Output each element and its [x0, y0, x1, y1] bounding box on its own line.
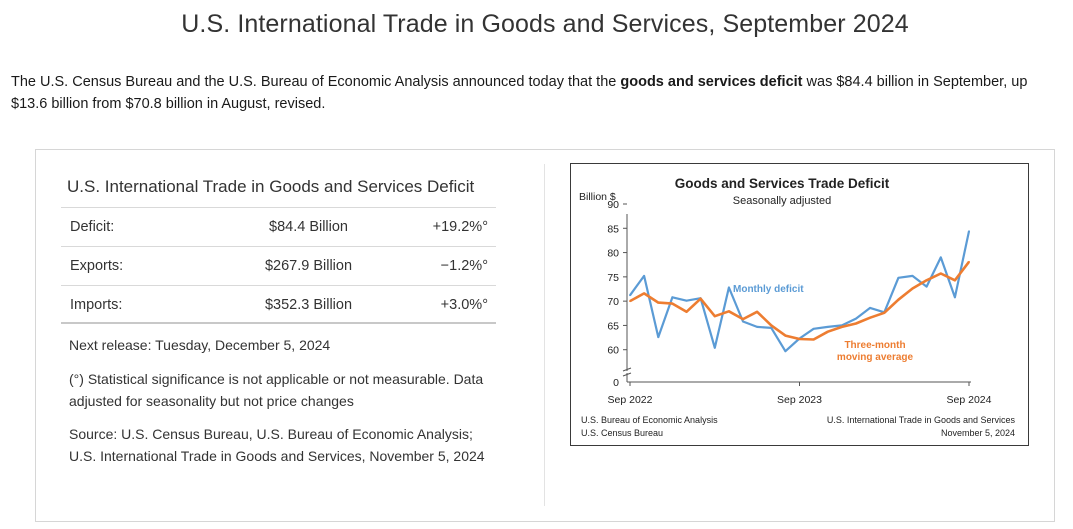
next-release-text: Next release: Tuesday, December 5, 2024	[69, 337, 331, 353]
chart-footer-left-2: U.S. Census Bureau	[581, 428, 663, 438]
moving-average-line-point	[968, 260, 970, 263]
monthly-deficit-line-point	[629, 294, 631, 297]
monthly-deficit-line-point	[954, 296, 956, 299]
chart-svg: Goods and Services Trade Deficit Seasona…	[579, 176, 1016, 438]
chart-title: Goods and Services Trade Deficit	[675, 176, 890, 191]
y-tick-label: 65	[607, 320, 619, 332]
monthly-deficit-line-point	[756, 326, 758, 328]
y-axis-label: Billion $	[579, 191, 616, 203]
moving-average-line-point	[671, 302, 674, 305]
row-label: Deficit:	[70, 219, 115, 235]
monthly-deficit-line-point	[742, 320, 744, 323]
y-tick-label: 70	[607, 296, 619, 308]
monthly-deficit-line-point	[671, 296, 674, 299]
monthly-deficit-line-point	[855, 317, 857, 320]
moving-average-line-point	[954, 279, 956, 282]
moving-average-line-point	[812, 338, 815, 341]
chart-footer-right-2: November 5, 2024	[941, 428, 1015, 438]
summary-table-title: U.S. International Trade in Goods and Se…	[67, 177, 475, 196]
moving-average-line-point	[869, 316, 871, 319]
moving-average-line-point	[925, 279, 928, 282]
table-row-exports: Exports: $267.9 Billion −1.2%°	[61, 246, 496, 285]
release-card: U.S. International Trade in Goods and Se…	[35, 149, 1055, 522]
moving-average-line-point	[784, 334, 787, 337]
moving-average-line-point	[883, 311, 886, 314]
moving-average-line-point	[826, 330, 829, 333]
moving-average-line-point	[841, 326, 843, 328]
moving-average-line-point	[855, 322, 857, 325]
monthly-deficit-line-point	[713, 346, 716, 349]
series-label-average-line1: Three-month	[844, 340, 905, 351]
monthly-deficit-line-point	[657, 336, 660, 338]
monthly-deficit-line-point	[939, 256, 942, 259]
table-row-deficit: Deficit: $84.4 Billion +19.2%°	[61, 207, 496, 246]
table-row-imports: Imports: $352.3 Billion +3.0%°	[61, 285, 496, 324]
monthly-deficit-line-point	[728, 286, 730, 289]
moving-average-line-point	[629, 300, 631, 302]
moving-average-line-point	[911, 287, 914, 290]
series-label-monthly: Monthly deficit	[733, 284, 804, 295]
x-tick-label: Sep 2023	[777, 394, 822, 406]
chart-subtitle: Seasonally adjusted	[733, 195, 831, 207]
y-tick-label: 60	[607, 345, 619, 357]
moving-average-line-point	[699, 297, 702, 300]
footnote-text: (°) Statistical significance is not appl…	[69, 371, 484, 409]
row-label: Exports:	[70, 258, 124, 274]
moving-average-line-point	[770, 324, 773, 327]
intro-text-after: was $84.4 billion in September, up $13.6…	[11, 74, 1028, 112]
x-tick-label: Sep 2024	[947, 394, 992, 406]
moving-average-line	[629, 261, 971, 341]
moving-average-line-point	[798, 338, 801, 340]
row-change: +3.0%°	[440, 297, 488, 313]
moving-average-line-point	[713, 315, 716, 318]
moving-average-line-point	[742, 318, 744, 320]
chart-footer-right-1: U.S. International Trade in Goods and Se…	[827, 415, 1016, 425]
monthly-deficit-line-point	[643, 275, 645, 277]
y-tick-label: 75	[607, 272, 619, 284]
chart-footer-left-1: U.S. Bureau of Economic Analysis	[581, 415, 718, 425]
monthly-deficit-line-point	[968, 230, 970, 233]
monthly-deficit-line-point	[812, 327, 815, 330]
monthly-deficit-line-point	[925, 285, 928, 288]
moving-average-line-point	[756, 310, 758, 313]
row-value: $267.9 Billion	[264, 258, 353, 274]
source-text: Source: U.S. Census Bureau, U.S. Bureau …	[69, 426, 485, 464]
series-label-average-line2: moving average	[837, 352, 914, 363]
monthly-deficit-line-point	[897, 276, 900, 279]
y-tick-label: 85	[607, 223, 619, 235]
moving-average-line-point	[939, 272, 942, 275]
monthly-deficit-line-point	[869, 307, 871, 309]
y-tick-label: 80	[607, 248, 619, 260]
page-title: U.S. International Trade in Goods and Se…	[181, 10, 909, 38]
monthly-deficit-line-point	[784, 350, 787, 353]
monthly-deficit-line-point	[685, 299, 688, 302]
intro-text-before: The U.S. Census Bureau and the U.S. Bure…	[11, 74, 621, 90]
moving-average-line-point	[728, 310, 730, 313]
y-tick-label: 90	[607, 199, 619, 211]
y-tick-label-zero: 0	[613, 377, 619, 389]
row-change: +19.2%°	[432, 219, 488, 235]
row-value: $84.4 Billion	[269, 219, 348, 235]
monthly-deficit-line-point	[770, 327, 773, 329]
moving-average-line-point	[685, 310, 688, 313]
trade-deficit-chart: Goods and Services Trade Deficit Seasona…	[570, 163, 1029, 446]
summary-table: Deficit: $84.4 Billion +19.2%° Exports: …	[61, 207, 496, 324]
moving-average-line-point	[897, 298, 900, 301]
intro-paragraph: The U.S. Census Bureau and the U.S. Bure…	[11, 71, 1066, 115]
moving-average-line-point	[643, 292, 645, 295]
card-divider	[544, 164, 545, 506]
row-change: −1.2%°	[440, 258, 488, 274]
row-label: Imports:	[70, 297, 123, 313]
moving-average-line-point	[657, 301, 660, 304]
intro-text-bold: goods and services deficit	[620, 74, 803, 90]
row-value: $352.3 Billion	[264, 297, 353, 313]
monthly-deficit-line-point	[911, 275, 914, 277]
monthly-deficit-line-point	[826, 326, 829, 328]
x-tick-label: Sep 2022	[608, 394, 653, 406]
